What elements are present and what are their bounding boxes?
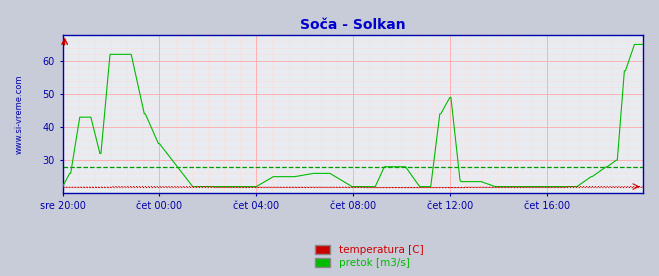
Text: www.si-vreme.com: www.si-vreme.com [14,74,24,154]
Legend: temperatura [C], pretok [m3/s]: temperatura [C], pretok [m3/s] [315,245,423,268]
Title: Soča - Solkan: Soča - Solkan [300,18,405,32]
